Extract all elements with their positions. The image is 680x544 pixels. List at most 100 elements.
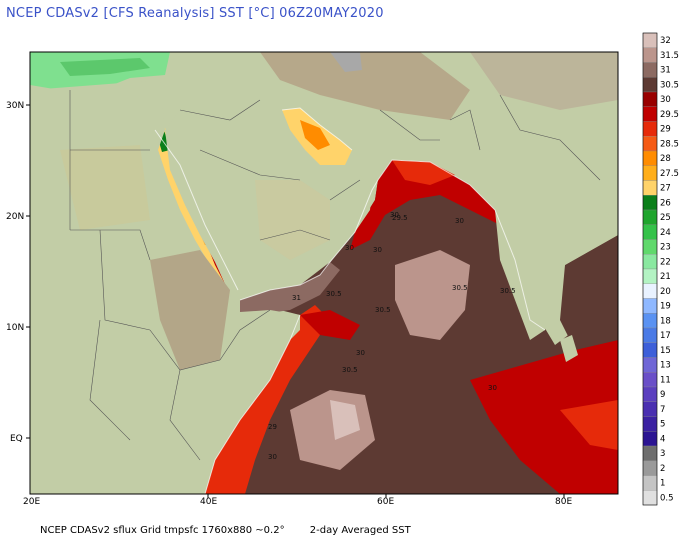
y-tick-10n: 10N <box>6 323 24 333</box>
contour-label: 30.5 <box>342 366 358 374</box>
colorbar-label: 29 <box>660 125 671 135</box>
colorbar-label: 30.5 <box>660 80 679 90</box>
colorbar-label: 4 <box>660 434 665 444</box>
colorbar-swatch <box>642 386 658 402</box>
contour-label: 29 <box>268 423 277 431</box>
colorbar-label: 0.5 <box>660 493 674 503</box>
colorbar-swatch <box>642 431 658 447</box>
country-boundaries <box>69 90 601 461</box>
southern-warm-band <box>470 340 618 494</box>
colorbar-label: 32 <box>660 36 671 46</box>
y-tick-eq: EQ <box>10 434 23 444</box>
colorbar-swatch <box>642 180 658 196</box>
somali-coast-warm <box>205 305 330 494</box>
colorbar-swatch <box>642 32 658 48</box>
contour-label: 30 <box>268 453 277 461</box>
colorbar-label: 3 <box>660 449 665 459</box>
colorbar-label: 5 <box>660 420 665 430</box>
sst-colorbar: 3231.53130.53029.52928.52827.52726252423… <box>642 32 679 506</box>
contour-label: 30 <box>488 384 497 392</box>
contour-label: 30 <box>345 244 354 252</box>
colorbar-swatch <box>642 91 658 107</box>
colorbar-label: 17 <box>660 331 671 341</box>
y-tick-30n: 30N <box>6 101 24 111</box>
colorbar-swatch <box>642 342 658 358</box>
colorbar-swatch <box>642 298 658 314</box>
footer: NCEP CDASv2 sflux Grid tmpsfc 1760x880 ~… <box>40 525 433 536</box>
colorbar-swatch <box>642 47 658 63</box>
map-axes: 20E 40E 60E 80E 30N 20N 10N EQ <box>6 101 572 507</box>
colorbar-swatch <box>642 136 658 152</box>
colorbar-label: 23 <box>660 243 671 253</box>
colorbar-swatch <box>642 327 658 343</box>
bay-of-bengal <box>560 235 618 350</box>
plot-frame <box>29 51 619 495</box>
colorbar-swatch <box>642 268 658 284</box>
colorbar-swatch <box>642 490 658 506</box>
colorbar-label: 29.5 <box>660 110 679 120</box>
colorbar-frame <box>642 32 658 506</box>
footer-average-info: 2-day Averaged SST <box>309 525 411 536</box>
map-title: NCEP CDASv2 [CFS Reanalysis] SST [°C] 06… <box>6 6 384 21</box>
colorbar-label: 7 <box>660 405 665 415</box>
colorbar-swatch <box>642 313 658 329</box>
colorbar-swatch <box>642 372 658 388</box>
x-tick-40e: 40E <box>200 497 217 507</box>
contour-label: 30 <box>455 217 464 225</box>
contour-label: 30 <box>373 246 382 254</box>
colorbar-label: 1 <box>660 479 665 489</box>
x-tick-60e: 60E <box>377 497 394 507</box>
indian-subcontinent <box>440 140 618 340</box>
colorbar-label: 30 <box>660 95 671 105</box>
iran-plateau <box>260 52 470 120</box>
colorbar-swatch <box>642 195 658 211</box>
colorbar-swatch <box>642 416 658 432</box>
contour-label: 29.5 <box>392 214 408 222</box>
x-tick-20e: 20E <box>23 497 40 507</box>
gulf-of-aden <box>240 262 340 315</box>
colorbar-swatch <box>642 209 658 225</box>
colorbar-swatch <box>642 475 658 491</box>
colorbar-swatch <box>642 460 658 476</box>
colorbar-label: 27 <box>660 184 671 194</box>
colorbar-label: 13 <box>660 361 671 371</box>
colorbar-label: 28 <box>660 154 671 164</box>
colorbar-label: 2 <box>660 464 665 474</box>
colorbar-swatch <box>642 357 658 373</box>
colorbar-swatch <box>642 121 658 137</box>
colorbar-swatch <box>642 283 658 299</box>
warm-core-north <box>395 250 470 340</box>
colorbar-swatch <box>642 62 658 78</box>
colorbar-swatch <box>642 224 658 240</box>
colorbar-swatch <box>642 165 658 181</box>
colorbar-label: 18 <box>660 316 671 326</box>
colorbar-label: 15 <box>660 346 671 356</box>
colorbar-label: 28.5 <box>660 139 679 149</box>
colorbar-label: 31 <box>660 66 671 76</box>
colorbar-label: 19 <box>660 302 671 312</box>
contour-label: 30.5 <box>326 290 342 298</box>
colorbar-label: 9 <box>660 390 665 400</box>
x-tick-80e: 80E <box>555 497 572 507</box>
contour-label: 31 <box>292 294 301 302</box>
coastlines <box>154 107 546 494</box>
caspian-sea <box>330 52 362 72</box>
colorbar-label: 21 <box>660 272 671 282</box>
sri-lanka <box>560 335 578 362</box>
colorbar-swatch <box>642 254 658 270</box>
colorbar-label: 11 <box>660 375 671 385</box>
footer-grid-info: NCEP CDASv2 sflux Grid tmpsfc 1760x880 ~… <box>40 525 285 536</box>
colorbar-swatch <box>642 150 658 166</box>
contour-label: 30.5 <box>500 287 516 295</box>
contour-label: 30.5 <box>452 284 468 292</box>
himalaya-region <box>470 52 618 110</box>
colorbar-label: 31.5 <box>660 51 679 61</box>
colorbar-label: 22 <box>660 257 671 267</box>
colorbar-swatch <box>642 106 658 122</box>
y-tick-20n: 20N <box>6 212 24 222</box>
contour-label: 30.5 <box>375 306 391 314</box>
colorbar-swatch <box>642 445 658 461</box>
colorbar-swatch <box>642 401 658 417</box>
